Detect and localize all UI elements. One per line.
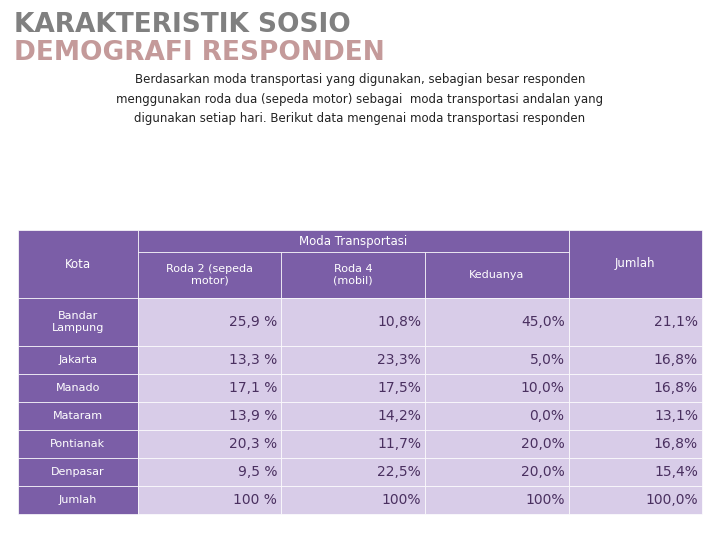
Bar [425,298,569,346]
Bar [18,430,138,458]
Text: 10,8%: 10,8% [377,315,421,329]
Bar [569,486,702,514]
Text: Berdasarkan moda transportasi yang digunakan, sebagian besar responden
menggunak: Berdasarkan moda transportasi yang digun… [117,73,603,125]
Text: 9,5 %: 9,5 % [238,465,277,479]
Text: 15,4%: 15,4% [654,465,698,479]
Text: 23,3%: 23,3% [377,353,421,367]
Bar [425,402,569,430]
Bar [138,346,282,374]
Text: Keduanya: Keduanya [469,270,524,280]
Text: 20,0%: 20,0% [521,437,564,451]
Bar [18,402,138,430]
Bar [282,298,425,346]
Text: Jakarta: Jakarta [58,355,97,365]
Bar [425,486,569,514]
Text: 100,0%: 100,0% [645,493,698,507]
Text: 45,0%: 45,0% [521,315,564,329]
Bar [282,252,425,298]
Bar [18,298,138,346]
Text: Roda 4
(mobil): Roda 4 (mobil) [333,264,373,286]
Bar [282,402,425,430]
Bar [425,430,569,458]
Text: Manado: Manado [55,383,100,393]
Text: 100%: 100% [525,493,564,507]
Bar [18,230,138,298]
Text: 0,0%: 0,0% [530,409,564,423]
Text: 100%: 100% [382,493,421,507]
Text: Jumlah: Jumlah [58,495,97,505]
Bar [138,230,569,252]
Text: 22,5%: 22,5% [377,465,421,479]
Text: Jumlah: Jumlah [615,258,655,271]
Bar [18,374,138,402]
Bar [138,252,282,298]
Bar [569,402,702,430]
Bar [425,252,569,298]
Bar [282,374,425,402]
Text: 25,9 %: 25,9 % [229,315,277,329]
Bar [569,346,702,374]
Bar [138,430,282,458]
Bar [138,298,282,346]
Bar [282,486,425,514]
Text: 100 %: 100 % [233,493,277,507]
Text: 13,3 %: 13,3 % [229,353,277,367]
Text: Roda 2 (sepeda
motor): Roda 2 (sepeda motor) [166,264,253,286]
Bar [282,430,425,458]
Bar [138,458,282,486]
Bar [138,486,282,514]
Text: 16,8%: 16,8% [654,353,698,367]
Bar [282,458,425,486]
Text: Denpasar: Denpasar [51,467,104,477]
Text: 20,0%: 20,0% [521,465,564,479]
Bar [425,346,569,374]
Bar [18,486,138,514]
Text: 17,5%: 17,5% [377,381,421,395]
Text: KARAKTERISTIK SOSIO: KARAKTERISTIK SOSIO [14,12,351,38]
Bar [425,458,569,486]
Bar [569,458,702,486]
Text: Pontianak: Pontianak [50,439,105,449]
Text: 5,0%: 5,0% [530,353,564,367]
Bar [569,230,702,298]
Text: Bandar
Lampung: Bandar Lampung [52,311,104,333]
Text: 14,2%: 14,2% [377,409,421,423]
Text: Kota: Kota [65,258,91,271]
Text: 17,1 %: 17,1 % [229,381,277,395]
Text: Moda Transportasi: Moda Transportasi [299,234,408,247]
Bar [138,402,282,430]
Bar [138,374,282,402]
Bar [569,430,702,458]
Bar [425,374,569,402]
Text: 10,0%: 10,0% [521,381,564,395]
Text: 16,8%: 16,8% [654,437,698,451]
Bar [282,346,425,374]
Bar [18,458,138,486]
Text: 13,1%: 13,1% [654,409,698,423]
Bar [569,374,702,402]
Text: 11,7%: 11,7% [377,437,421,451]
Bar [569,298,702,346]
Text: 16,8%: 16,8% [654,381,698,395]
Bar [18,346,138,374]
Text: Mataram: Mataram [53,411,103,421]
Text: 21,1%: 21,1% [654,315,698,329]
Text: 13,9 %: 13,9 % [229,409,277,423]
Text: DEMOGRAFI RESPONDEN: DEMOGRAFI RESPONDEN [14,40,384,66]
Text: 20,3 %: 20,3 % [229,437,277,451]
